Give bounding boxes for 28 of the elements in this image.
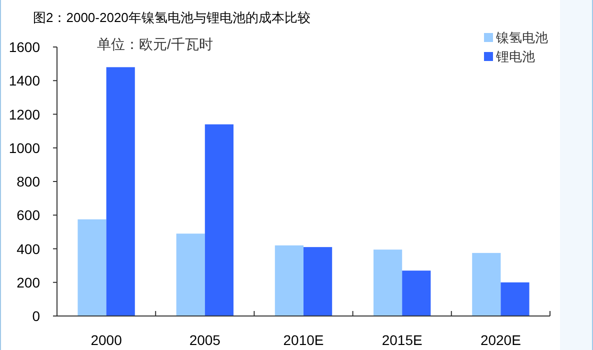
legend-label: 镍氢电池: [495, 30, 548, 45]
bar: [472, 252, 501, 316]
y-tick-label: 1200: [8, 106, 40, 122]
y-tick-label: 1600: [8, 39, 40, 55]
bar: [106, 67, 135, 316]
bar: [78, 219, 106, 316]
x-tick-label: 2015E: [382, 332, 422, 348]
bar: [402, 270, 431, 316]
chart-title: 图2：2000-2020年镍氢电池与锂电池的成本比较: [33, 10, 310, 25]
bar: [204, 124, 234, 316]
y-tick-label: 400: [16, 240, 40, 257]
annotation: 单位：欧元/千瓦时: [97, 36, 213, 52]
bar: [500, 282, 530, 316]
y-tick-label: 1000: [8, 140, 40, 156]
y-tick-label: 0: [32, 308, 40, 324]
y-tick-label: 1400: [8, 72, 40, 89]
bar: [274, 245, 304, 316]
x-tick-label: 2005: [189, 332, 221, 348]
x-tick-label: 2000: [90, 332, 122, 348]
legend-label: 锂电池: [495, 49, 535, 64]
bar: [304, 247, 332, 316]
y-tick-label: 800: [16, 174, 40, 190]
y-tick-label: 600: [16, 207, 40, 224]
x-tick-label: 2010E: [283, 332, 324, 348]
x-tick-label: 2020E: [480, 332, 521, 348]
bar: [374, 250, 402, 316]
bar: [176, 234, 205, 316]
y-tick-label: 200: [16, 274, 40, 290]
